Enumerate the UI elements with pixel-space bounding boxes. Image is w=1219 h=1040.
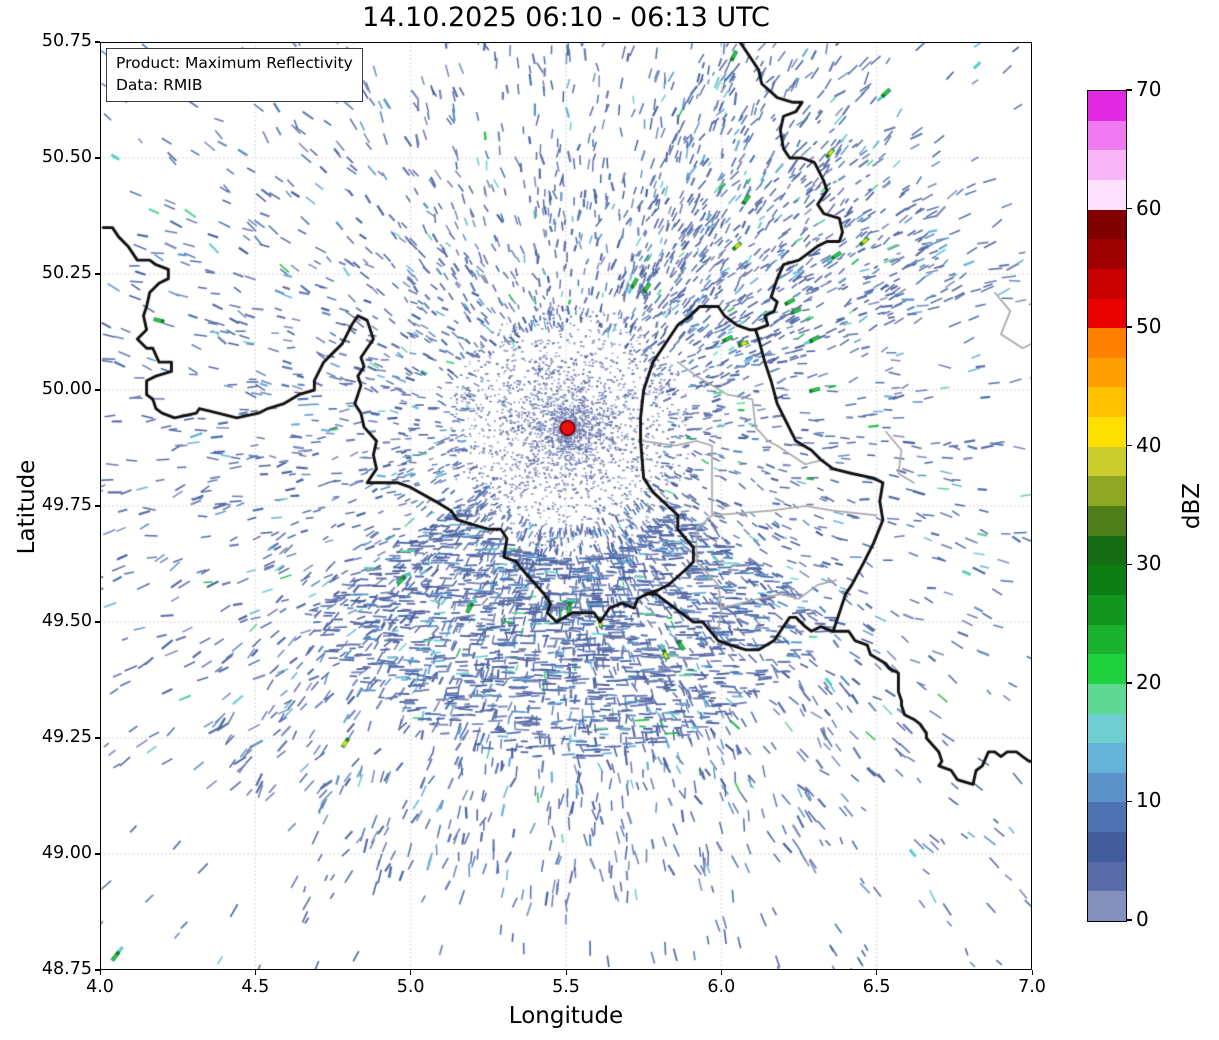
x-tick-label: 6.0 — [707, 977, 736, 997]
y-tick-label: 50.25 — [41, 263, 92, 283]
chart-title: 14.10.2025 06:10 - 06:13 UTC — [362, 2, 770, 33]
product-info-line1: Product: Maximum Reflectivity — [116, 54, 353, 72]
x-tick-label: 5.0 — [396, 977, 425, 997]
colorbar-segment — [1088, 831, 1126, 862]
y-tick-label: 49.50 — [41, 611, 92, 631]
colorbar-segment — [1088, 357, 1126, 388]
colorbar-segment — [1088, 475, 1126, 506]
y-tick-label: 50.50 — [41, 147, 92, 167]
colorbar-segment — [1088, 594, 1126, 625]
colorbar-segment — [1088, 90, 1126, 121]
colorbar-tick-label: 50 — [1136, 314, 1162, 339]
colorbar-segment — [1088, 624, 1126, 655]
x-tick-mark — [876, 970, 878, 975]
colorbar-segment — [1088, 505, 1126, 536]
y-tick-label: 49.25 — [41, 727, 92, 747]
colorbar-segment — [1088, 149, 1126, 180]
x-tick-label: 4.5 — [241, 977, 270, 997]
colorbar-segment — [1088, 298, 1126, 329]
y-axis-label: Latitude — [14, 459, 40, 555]
x-tick-label: 4.0 — [86, 977, 114, 997]
colorbar-tick-label: 70 — [1136, 77, 1162, 101]
colorbar-segment — [1088, 268, 1126, 299]
colorbar-tick-label: 10 — [1136, 788, 1162, 813]
product-info-box: Product: Maximum Reflectivity Data: RMIB — [106, 48, 363, 102]
x-tick-mark — [720, 970, 723, 975]
colorbar-segment — [1088, 238, 1126, 269]
x-tick-mark — [565, 970, 567, 975]
x-tick-mark — [410, 970, 412, 975]
product-info-line2: Data: RMIB — [116, 76, 203, 94]
colorbar-segment — [1088, 120, 1126, 151]
x-tick-mark — [1031, 970, 1033, 975]
colorbar-segment — [1088, 535, 1126, 566]
colorbar-segment — [1088, 653, 1126, 684]
colorbar-segment — [1088, 387, 1126, 418]
x-tick-label: 7.0 — [1018, 977, 1046, 997]
colorbar-segment — [1088, 209, 1126, 240]
colorbar-tick-label: 0 — [1136, 907, 1149, 931]
colorbar-tick-label: 20 — [1136, 669, 1162, 694]
colorbar-segment — [1088, 446, 1126, 477]
x-axis-label: Longitude — [508, 1003, 624, 1029]
colorbar-segment — [1088, 416, 1126, 447]
y-tick-label: 49.00 — [41, 843, 92, 863]
colorbar-segment — [1088, 861, 1126, 892]
y-tick-label: 50.75 — [41, 31, 92, 51]
colorbar-segment — [1088, 564, 1126, 595]
colorbar-segment — [1088, 179, 1126, 210]
colorbar-label: dBZ — [1179, 482, 1205, 530]
y-tick-label: 48.75 — [41, 959, 92, 979]
colorbar-segment — [1088, 327, 1126, 358]
colorbar-segment — [1088, 772, 1126, 803]
colorbar-segment — [1088, 802, 1126, 833]
x-tick-label: 6.5 — [862, 977, 891, 997]
colorbar — [1087, 90, 1127, 922]
x-tick-mark — [99, 970, 101, 975]
colorbar-segment — [1088, 890, 1126, 921]
y-tick-label: 50.00 — [41, 379, 92, 399]
colorbar-segment — [1088, 742, 1126, 773]
colorbar-segment — [1088, 713, 1126, 744]
colorbar-segment — [1088, 683, 1126, 714]
colorbar-tick-label: 60 — [1136, 195, 1162, 220]
x-tick-mark — [254, 970, 257, 975]
radar-plot-canvas — [100, 42, 1032, 970]
x-tick-label: 5.5 — [552, 977, 580, 997]
